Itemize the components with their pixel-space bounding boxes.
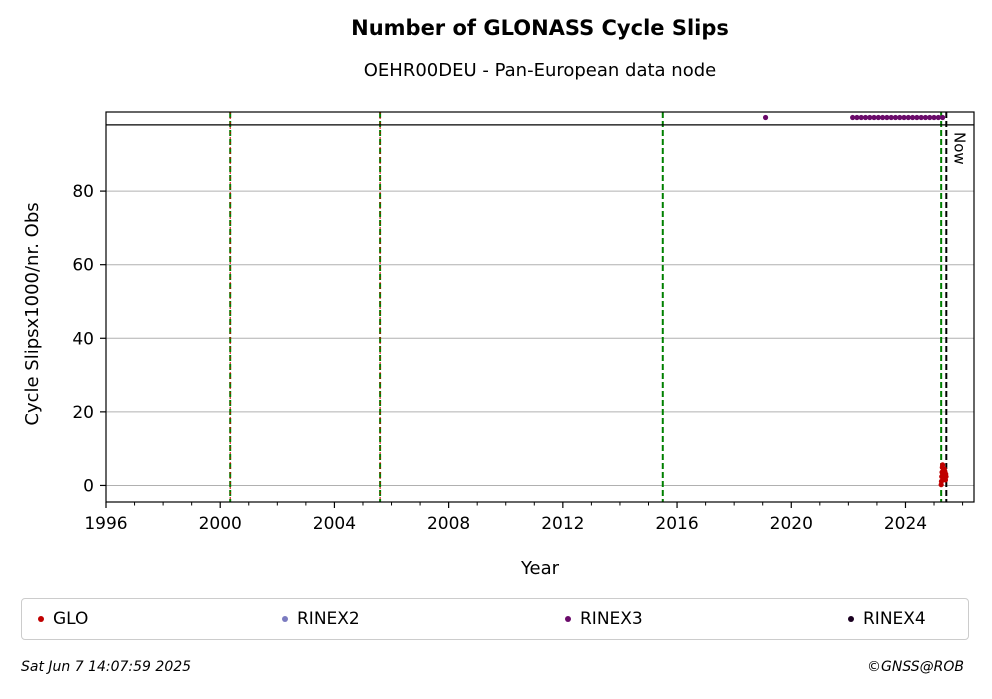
y-axis-label: Cycle Slipsx1000/nr. Obs	[22, 202, 43, 425]
data-point	[918, 114, 924, 121]
chart-title: Number of GLONASS Cycle Slips	[351, 16, 729, 40]
data-point	[892, 114, 899, 121]
data-point	[871, 114, 877, 121]
data-point	[910, 114, 916, 121]
data-point	[939, 114, 946, 121]
x-tick-label: 1996	[84, 514, 127, 534]
grid-lines	[106, 190, 974, 486]
data-point	[935, 114, 941, 121]
data-point	[888, 114, 894, 121]
legend-item-rinex3: RINEX3	[565, 609, 643, 629]
legend-label-rinex4: RINEX4	[863, 609, 926, 629]
data-point	[762, 114, 769, 121]
x-tick-label: 2016	[655, 514, 698, 534]
legend-marker-rinex4	[848, 616, 854, 622]
legend-label-rinex2: RINEX2	[297, 609, 360, 629]
y-tick-label: 40	[72, 329, 94, 349]
data-point	[943, 474, 949, 480]
legend-marker-glo	[38, 616, 44, 622]
x-axis-label: Year	[520, 558, 560, 579]
data-point	[862, 114, 869, 121]
data-point	[875, 114, 881, 121]
event-lines: Now	[229, 112, 968, 502]
data-point	[905, 114, 911, 121]
data-points	[762, 114, 949, 488]
data-point	[858, 114, 864, 121]
legend: GLO RINEX2 RINEX3 RINEX4	[21, 598, 969, 640]
legend-item-rinex4: RINEX4	[848, 609, 926, 629]
x-tick-label: 2004	[313, 514, 356, 534]
x-tick-label: 2012	[541, 514, 584, 534]
data-point	[867, 114, 873, 121]
data-point	[922, 114, 929, 121]
copyright: ©GNSS@ROB	[867, 659, 964, 675]
data-point	[884, 114, 890, 121]
data-point	[880, 114, 886, 121]
data-point	[927, 114, 933, 121]
legend-item-rinex2: RINEX2	[282, 609, 360, 629]
data-point	[850, 114, 856, 121]
legend-marker-rinex3	[565, 616, 571, 622]
y-tick-label: 60	[72, 256, 94, 276]
x-tick-label: 2000	[199, 514, 242, 534]
x-tick-label: 2024	[884, 514, 927, 534]
timestamp: Sat Jun 7 14:07:59 2025	[21, 659, 192, 675]
data-point	[854, 114, 860, 121]
x-tick-label: 2008	[427, 514, 470, 534]
y-tick-label: 80	[72, 182, 94, 202]
y-tick-label: 0	[83, 476, 94, 496]
data-point	[939, 462, 946, 468]
x-tick-label: 2020	[770, 514, 813, 534]
axes: 0 20 40 60 80 1996 2000 2004 2008 2012 2016 2020 202…	[72, 111, 975, 534]
legend-item-glo: GLO	[38, 609, 88, 629]
legend-marker-rinex2	[282, 616, 288, 622]
data-point	[931, 114, 937, 121]
data-point	[897, 114, 903, 121]
chart-subtitle: OEHR00DEU - Pan-European data node	[363, 60, 717, 81]
data-point	[914, 114, 920, 121]
data-point	[901, 114, 907, 121]
y-tick-label: 20	[72, 403, 94, 423]
now-label: Now	[950, 132, 968, 165]
plot-frame	[105, 111, 975, 503]
legend-label-glo: GLO	[53, 609, 89, 629]
legend-label-rinex3: RINEX3	[580, 609, 643, 629]
